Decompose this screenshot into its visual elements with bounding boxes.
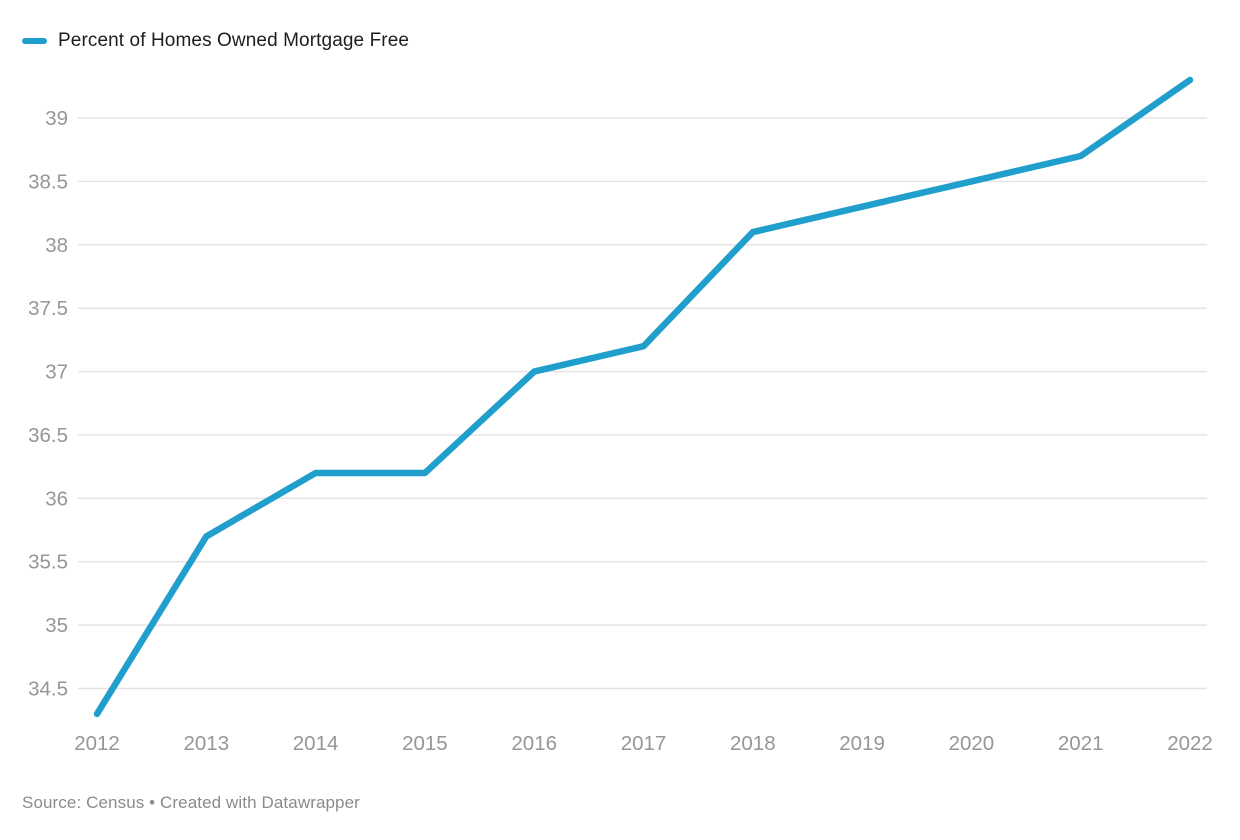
x-tick-label: 2018 <box>730 732 776 755</box>
x-tick-label: 2015 <box>402 732 448 755</box>
y-tick-label: 36 <box>45 487 68 510</box>
x-tick-label: 2012 <box>74 732 120 755</box>
y-tick-label: 35.5 <box>28 551 68 574</box>
y-tick-label: 37 <box>45 361 68 384</box>
x-tick-label: 2020 <box>949 732 995 755</box>
y-tick-label: 34.5 <box>28 678 68 701</box>
source-note: Source: Census • Created with Datawrappe… <box>22 793 360 812</box>
y-tick-label: 37.5 <box>28 297 68 320</box>
x-tick-label: 2013 <box>183 732 229 755</box>
x-tick-label: 2017 <box>621 732 667 755</box>
x-tick-label: 2021 <box>1058 732 1104 755</box>
y-tick-label: 39 <box>45 107 68 130</box>
y-tick-label: 38.5 <box>28 170 68 193</box>
y-tick-label: 35 <box>45 614 68 637</box>
x-tick-label: 2019 <box>839 732 885 755</box>
x-tick-label: 2014 <box>293 732 339 755</box>
legend-label: Percent of Homes Owned Mortgage Free <box>58 30 410 51</box>
y-tick-label: 38 <box>45 234 68 257</box>
legend-line-swatch <box>22 38 47 44</box>
data-line <box>93 76 1194 718</box>
legend: Percent of Homes Owned Mortgage Free <box>22 30 409 52</box>
x-tick-label: 2016 <box>511 732 557 755</box>
x-tick-label: 2022 <box>1167 732 1213 755</box>
y-tick-label: 36.5 <box>28 424 68 447</box>
